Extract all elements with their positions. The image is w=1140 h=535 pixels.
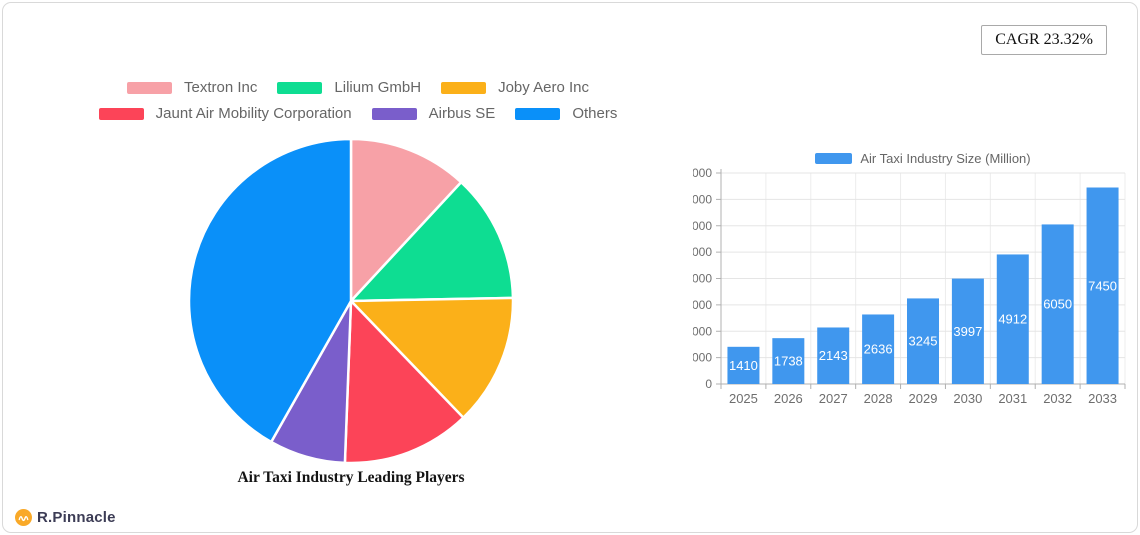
bar-value-label: 2636 bbox=[864, 342, 893, 357]
y-tick-label: 1000 bbox=[693, 351, 712, 365]
cagr-badge: CAGR 23.32% bbox=[981, 25, 1107, 55]
bar-2032[interactable] bbox=[1041, 224, 1074, 384]
logo-icon bbox=[15, 509, 32, 526]
x-axis-label: 2028 bbox=[864, 391, 893, 406]
x-axis-label: 2027 bbox=[819, 391, 848, 406]
legend-item-lilium-gmbh[interactable]: Lilium GmbH bbox=[277, 79, 421, 97]
x-axis-label: 2025 bbox=[729, 391, 758, 406]
bar-2031[interactable] bbox=[996, 254, 1029, 384]
bar-2029[interactable] bbox=[907, 298, 939, 384]
bar-value-label: 4912 bbox=[998, 312, 1027, 327]
y-tick-label: 6000 bbox=[693, 219, 712, 233]
legend-item-others[interactable]: Others bbox=[515, 105, 617, 123]
bar-2030[interactable] bbox=[951, 278, 984, 384]
pie-slice-lilium-gmbh[interactable] bbox=[349, 180, 515, 303]
bar-legend-swatch bbox=[815, 153, 853, 164]
legend-swatch-lilium-gmbh bbox=[277, 82, 323, 94]
legend-label: Jaunt Air Mobility Corporation bbox=[155, 105, 352, 122]
y-tick-label: 5000 bbox=[693, 245, 712, 259]
bar-value-label: 1738 bbox=[774, 354, 803, 369]
pie-legend-row: Textron Inc Lilium GmbH Joby Aero Inc bbox=[13, 79, 703, 97]
pie-legend: Textron Inc Lilium GmbH Joby Aero Inc Jaunt… bbox=[13, 79, 703, 123]
y-tick-label: 3000 bbox=[693, 298, 712, 312]
bar-legend: Air Taxi Industry Size (Million) bbox=[721, 151, 1125, 166]
bar-legend-item[interactable]: Air Taxi Industry Size (Million) bbox=[815, 151, 1031, 166]
brand-logo: R.Pinnacle bbox=[15, 509, 116, 526]
legend-swatch-airbus-se bbox=[371, 108, 417, 120]
legend-item-jaunt-air-mobility-corporation[interactable]: Jaunt Air Mobility Corporation bbox=[98, 105, 352, 123]
legend-label: Airbus SE bbox=[428, 105, 496, 122]
pie-chart bbox=[187, 137, 515, 465]
y-tick-label: 0 bbox=[705, 377, 712, 391]
legend-label: Joby Aero Inc bbox=[498, 79, 589, 96]
legend-item-joby-aero-inc[interactable]: Joby Aero Inc bbox=[441, 79, 589, 97]
bar-chart: Air Taxi Industry Size (Million) 0 1000 20… bbox=[693, 143, 1137, 409]
y-tick-label: 7000 bbox=[693, 192, 712, 206]
bar-2027[interactable] bbox=[817, 327, 850, 384]
bar-value-label: 3997 bbox=[953, 324, 982, 339]
x-axis-label: 2026 bbox=[774, 391, 803, 406]
legend-swatch-jaunt-air-mobility-corporation bbox=[98, 108, 144, 120]
y-tick-label: 8000 bbox=[693, 166, 712, 180]
legend-label: Lilium GmbH bbox=[334, 79, 422, 96]
pie-slice-joby-aero-inc[interactable] bbox=[349, 296, 515, 419]
x-axis-label: 2031 bbox=[998, 391, 1027, 406]
x-axis-label: 2033 bbox=[1088, 391, 1117, 406]
legend-item-textron-inc[interactable]: Textron Inc bbox=[127, 79, 257, 97]
y-tick-label: 4000 bbox=[693, 272, 712, 286]
bar-2033[interactable] bbox=[1086, 187, 1119, 384]
bar-value-label: 3245 bbox=[909, 334, 938, 349]
logo-text: R.Pinnacle bbox=[37, 509, 116, 526]
bar-plot: 0 1000 2000 3000 4000 5000 6000 7000 8000 1410 202… bbox=[693, 166, 1126, 406]
pie-slice-jaunt-air-mobility-corporation[interactable] bbox=[343, 299, 465, 465]
pie-chart-title: Air Taxi Industry Leading Players bbox=[237, 469, 465, 486]
bar-value-label: 6050 bbox=[1043, 297, 1072, 312]
pie-slice-textron-inc[interactable] bbox=[349, 137, 463, 303]
bar-2028[interactable] bbox=[862, 314, 895, 384]
bar-legend-label: Air Taxi Industry Size (Million) bbox=[860, 151, 1031, 166]
pie-slice-others[interactable] bbox=[187, 137, 353, 444]
legend-label: Others bbox=[572, 105, 618, 122]
x-axis-label: 2030 bbox=[953, 391, 982, 406]
legend-swatch-textron-inc bbox=[127, 82, 173, 94]
bar-value-label: 2143 bbox=[819, 348, 848, 363]
pie-legend-row: Jaunt Air Mobility Corporation Airbus SE O… bbox=[13, 105, 703, 123]
bar-value-label: 1410 bbox=[729, 358, 758, 373]
legend-swatch-others bbox=[515, 108, 561, 120]
bar-2025[interactable] bbox=[727, 346, 760, 384]
y-tick-label: 2000 bbox=[693, 324, 712, 338]
legend-label: Textron Inc bbox=[184, 79, 258, 96]
bar-value-label: 7450 bbox=[1088, 278, 1117, 293]
legend-swatch-joby-aero-inc bbox=[441, 82, 487, 94]
x-axis-label: 2029 bbox=[909, 391, 938, 406]
legend-item-airbus-se[interactable]: Airbus SE bbox=[371, 105, 496, 123]
x-axis-label: 2032 bbox=[1043, 391, 1072, 406]
bar-2026[interactable] bbox=[772, 338, 805, 384]
